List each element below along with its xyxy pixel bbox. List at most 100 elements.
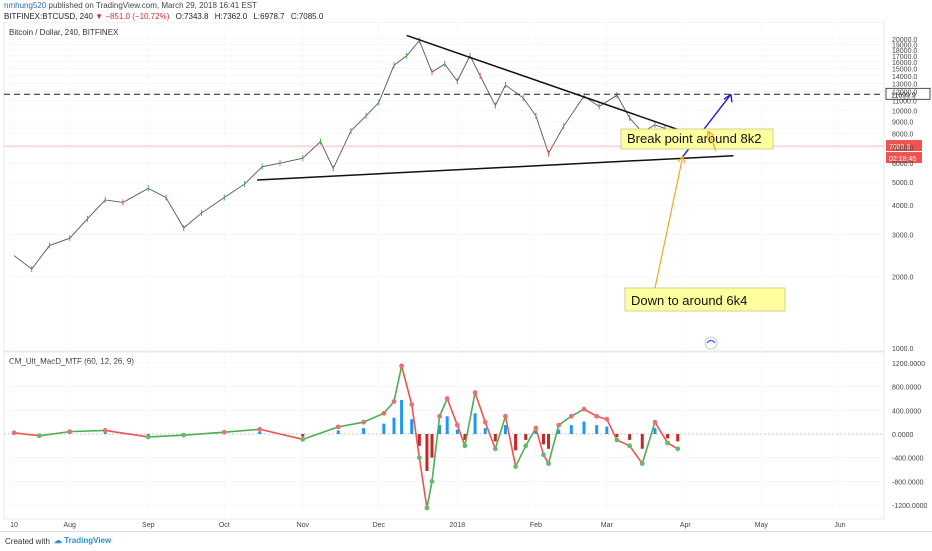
macd-histogram-bar (455, 429, 459, 434)
macd-histogram-bar (483, 428, 487, 434)
macd-histogram-bar (103, 432, 107, 434)
macd-line-segment (474, 392, 486, 423)
price-tick-label: 18000.0 (892, 48, 917, 55)
macd-histogram-bar (503, 425, 507, 434)
macd-cross-dot (604, 416, 610, 422)
macd-histogram-bar (547, 434, 551, 449)
macd-line-segment (525, 427, 537, 447)
macd-histogram-bar (425, 434, 429, 471)
macd-line-segment (39, 430, 70, 437)
macd-cross-dot (462, 443, 468, 449)
indicator-tick-label: 0.0000 (892, 432, 914, 439)
time-tick-label: Dec (373, 522, 386, 529)
macd-line-segment (224, 428, 260, 434)
macd-cross-dot (675, 446, 681, 452)
macd-cross-dot (513, 464, 518, 469)
macd-line-segment (654, 421, 669, 444)
macd-cross-dot (594, 413, 600, 419)
macd-cross-dot (145, 434, 151, 440)
macd-cross-dot (381, 410, 387, 416)
annotation-arrow (654, 156, 684, 289)
macd-line-segment (514, 445, 527, 467)
publish-text: published on TradingView.com, March 29, … (48, 1, 257, 10)
replay-icon[interactable] (704, 336, 718, 350)
price-tick-label: 12000.0 (892, 90, 917, 97)
indicator-tick-label: -400.0000 (892, 456, 924, 463)
time-tick-label: 10 (10, 522, 18, 529)
tradingview-logo[interactable]: ☁ TradingView (54, 536, 111, 545)
macd-line-segment (535, 427, 545, 455)
annotation-box (624, 287, 786, 312)
time-axis: 10 Aug Sep Oct Nov Dec 2018 Feb Mar Apr May Jun (10, 22, 846, 529)
macd-cross-dot (581, 406, 587, 412)
macd-cross-dot (102, 428, 108, 433)
macd-cross-dot (361, 419, 366, 425)
chart-area[interactable]: Bitcoin / Dollar, 240, BITFINEX CM_Ult_M… (0, 22, 932, 531)
macd-line-segment (641, 421, 656, 464)
macd-line-segment (464, 392, 476, 446)
symbol-label: BITFINEX:BTCUSD, 240 (4, 12, 93, 21)
macd-cross-dot (409, 402, 415, 407)
macd-histogram-bar (438, 425, 442, 434)
macd-histogram-bar (569, 425, 573, 434)
macd-histogram-bar (493, 434, 497, 442)
macd-cross-dot (472, 390, 478, 395)
macd-line-segment (383, 400, 395, 414)
macd-cross-dot (257, 426, 263, 432)
macd-line-segment (363, 412, 385, 423)
price-tick-label: 3000.0 (892, 233, 914, 240)
indicator-tick-label: -800.0000 (892, 479, 924, 486)
current-price-label: 7085.0 (889, 144, 911, 151)
time-tick-label: Mar (601, 522, 614, 529)
macd-histogram-bar (430, 434, 434, 458)
price-change: −851.0 (−10.72%) (105, 12, 170, 21)
author-link[interactable]: nmhung520 (4, 1, 47, 10)
macd-cross-dot (614, 437, 620, 443)
macd-cross-dot (399, 363, 404, 369)
time-tick-label: Oct (219, 522, 230, 529)
macd-histogram-bar (640, 434, 644, 449)
macd-histogram-bar (392, 417, 396, 434)
macd-histogram-bar (362, 428, 366, 434)
time-tick-label: Feb (530, 522, 542, 529)
trendline (257, 154, 734, 181)
price-tick-label: 7000.0 (892, 145, 914, 152)
macd-histogram-bar (628, 434, 632, 440)
macd-line-segment (547, 424, 560, 464)
price-tick-label: 1000.0 (892, 346, 914, 353)
publish-info: nmhung520 published on TradingView.com, … (4, 1, 257, 10)
macd-line-segment (302, 426, 339, 441)
chart-title: Bitcoin / Dollar, 240, BITFINEX (9, 28, 119, 37)
macd-cross-dot (454, 422, 460, 428)
macd-line-segment (446, 398, 459, 426)
macd-histogram-bar (534, 431, 538, 434)
macd-histogram-bar (301, 434, 305, 437)
price-grid (4, 38, 884, 349)
time-tick-label: Nov (297, 522, 310, 529)
macd-histogram-bar (524, 434, 528, 440)
macd-cross-dot (492, 446, 498, 452)
macd-cross-dot (541, 452, 546, 458)
indicator-grid (4, 362, 884, 506)
macd-line-segment (418, 457, 428, 509)
countdown-label: 02:18:45 (889, 156, 916, 163)
time-tick-label: Apr (680, 522, 692, 529)
macd-cross-dot (391, 399, 397, 404)
macd-histogram-bar (382, 423, 386, 434)
macd-line-segment (484, 421, 497, 450)
macd-line-segment (426, 481, 433, 509)
macd-cross-dot (546, 461, 551, 466)
cloud-icon: ☁ (54, 536, 62, 545)
macd-cross-dot (424, 505, 430, 511)
current-price-box (886, 140, 922, 152)
macd-histogram-bar (514, 434, 518, 451)
time-tick-label: Sep (142, 522, 155, 529)
macd-cross-dot (36, 433, 42, 439)
annotation-arrowhead (677, 156, 686, 164)
price-tick-label: 6000.0 (892, 161, 914, 168)
macd-cross-dot (416, 455, 422, 461)
price-tick-label: 11000.0 (892, 99, 917, 106)
countdown-box (886, 152, 922, 164)
macd-line-segment (148, 434, 184, 438)
macd-line-segment (628, 445, 643, 465)
